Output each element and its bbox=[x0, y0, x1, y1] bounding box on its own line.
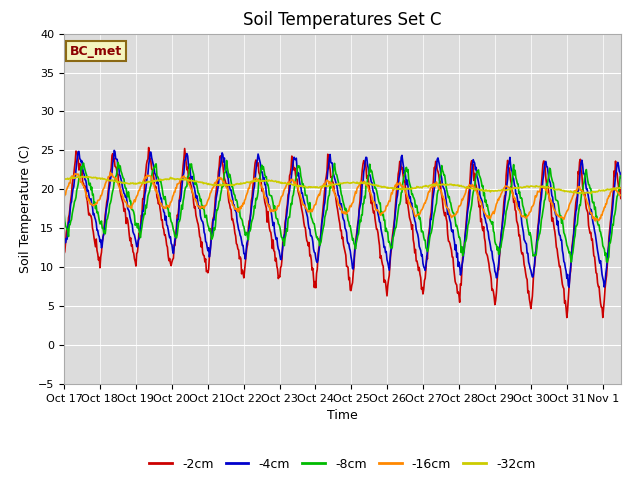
Title: Soil Temperatures Set C: Soil Temperatures Set C bbox=[243, 11, 442, 29]
Y-axis label: Soil Temperature (C): Soil Temperature (C) bbox=[19, 144, 33, 273]
Legend: -2cm, -4cm, -8cm, -16cm, -32cm: -2cm, -4cm, -8cm, -16cm, -32cm bbox=[145, 453, 540, 476]
X-axis label: Time: Time bbox=[327, 409, 358, 422]
Text: BC_met: BC_met bbox=[70, 45, 122, 58]
